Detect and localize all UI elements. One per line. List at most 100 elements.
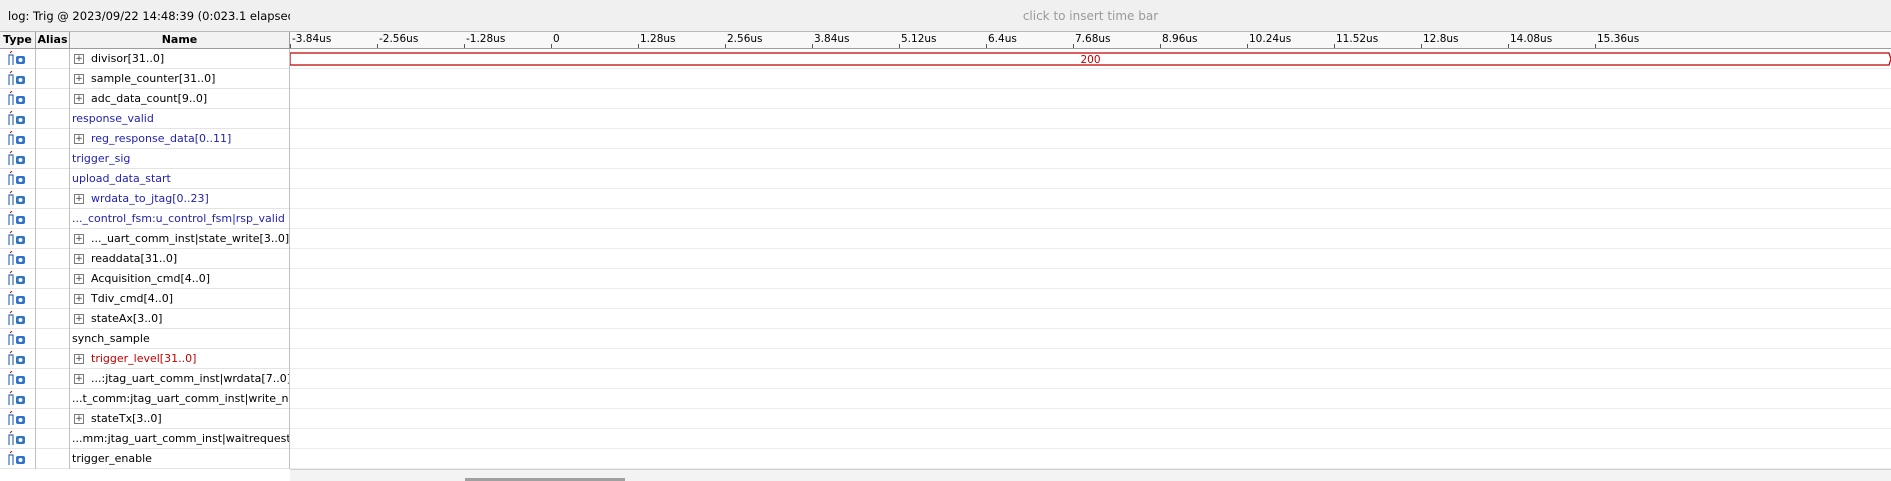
signal-row[interactable]: trigger_enable <box>0 449 290 469</box>
signal-alias-cell <box>36 309 70 329</box>
plus-expand-icon[interactable]: + <box>74 234 84 244</box>
signal-name-cell[interactable]: + sample_counter[31..0] <box>70 69 290 89</box>
time-ruler-label: 0 <box>553 33 560 45</box>
signal-type-icon <box>8 370 26 387</box>
signal-alias-cell <box>36 449 70 469</box>
scrollbar-thumb[interactable] <box>465 478 625 481</box>
signal-name-cell[interactable]: + Acquisition_cmd[4..0] <box>70 269 290 289</box>
signal-row[interactable]: + readdata[31..0] <box>0 249 290 269</box>
signal-row[interactable]: response_valid <box>0 109 290 129</box>
signal-name-cell[interactable]: upload_data_start <box>70 169 290 189</box>
time-ruler-label: 5.12us <box>901 33 937 45</box>
signal-alias-cell <box>36 349 70 369</box>
signal-alias-cell <box>36 329 70 349</box>
time-ruler-label: 2.56us <box>727 33 763 45</box>
signal-name-cell[interactable]: + stateAx[3..0] <box>70 309 290 329</box>
signal-alias-cell <box>36 89 70 109</box>
signal-name-cell[interactable]: trigger_sig <box>70 149 290 169</box>
time-ruler[interactable]: -3.84us -2.56us -1.28us 0 1.28us 2.56us 3.84us… <box>290 32 1891 49</box>
signal-name-cell[interactable]: synch_sample <box>70 329 290 349</box>
time-ruler-label: -1.28us <box>466 33 506 45</box>
time-ruler-tick <box>1073 44 1074 48</box>
signal-row[interactable]: trigger_sig <box>0 149 290 169</box>
signal-name-cell[interactable]: ..._control_fsm:u_control_fsm|rsp_valid <box>70 209 290 229</box>
time-ruler-label: 11.52us <box>1336 33 1379 45</box>
signal-row[interactable]: + divisor[31..0] <box>0 49 290 69</box>
signal-name-cell[interactable]: + ...:jtag_uart_comm_inst|wrdata[7..0] <box>70 369 290 389</box>
signal-type-cell <box>0 209 36 229</box>
signal-type-cell <box>0 429 36 449</box>
signal-row[interactable]: + Tdiv_cmd[4..0] <box>0 289 290 309</box>
signal-row[interactable]: + adc_data_count[9..0] <box>0 89 290 109</box>
signal-name-cell[interactable]: response_valid <box>70 109 290 129</box>
plus-expand-icon[interactable]: + <box>74 314 84 324</box>
signal-name-cell[interactable]: + Tdiv_cmd[4..0] <box>70 289 290 309</box>
signal-row[interactable]: + sample_counter[31..0] <box>0 69 290 89</box>
column-header-name[interactable]: Name <box>70 32 290 49</box>
time-ruler-tick <box>1508 44 1509 48</box>
time-ruler-tick <box>1247 44 1248 48</box>
waveform-display[interactable]: 200 <box>290 49 1891 469</box>
signal-name: readdata[31..0] <box>91 252 178 265</box>
plus-expand-icon[interactable]: + <box>74 274 84 284</box>
waveform-0[interactable]: 200 <box>290 52 1891 66</box>
signal-row[interactable]: synch_sample <box>0 329 290 349</box>
signal-row[interactable]: + trigger_level[31..0] <box>0 349 290 369</box>
signal-name-cell[interactable]: + ..._uart_comm_inst|state_write[3..0] <box>70 229 290 249</box>
time-ruler-label: 10.24us <box>1249 33 1292 45</box>
horizontal-scrollbar[interactable] <box>290 469 1891 481</box>
signal-name-cell[interactable]: + trigger_level[31..0] <box>70 349 290 369</box>
signal-row[interactable]: + wrdata_to_jtag[0..23] <box>0 189 290 209</box>
signal-row[interactable]: ..._control_fsm:u_control_fsm|rsp_valid <box>0 209 290 229</box>
plus-expand-icon[interactable]: + <box>74 94 84 104</box>
signal-name-cell[interactable]: + divisor[31..0] <box>70 49 290 69</box>
signal-name-cell[interactable]: + reg_response_data[0..11] <box>70 129 290 149</box>
signal-row[interactable]: ...t_comm:jtag_uart_comm_inst|write_n <box>0 389 290 409</box>
signal-type-cell <box>0 349 36 369</box>
time-ruler-tick <box>1421 44 1422 48</box>
signal-name-cell[interactable]: + readdata[31..0] <box>70 249 290 269</box>
signal-alias-cell <box>36 249 70 269</box>
signal-row[interactable]: + stateTx[3..0] <box>0 409 290 429</box>
signal-name-cell[interactable]: + adc_data_count[9..0] <box>70 89 290 109</box>
plus-expand-icon[interactable]: + <box>74 414 84 424</box>
signal-name: ...:jtag_uart_comm_inst|wrdata[7..0] <box>91 372 290 385</box>
plus-expand-icon[interactable]: + <box>74 54 84 64</box>
signal-row[interactable]: upload_data_start <box>0 169 290 189</box>
signal-row[interactable]: ...mm:jtag_uart_comm_inst|waitrequest <box>0 429 290 449</box>
signal-type-icon <box>8 390 26 407</box>
time-ruler-label: -3.84us <box>292 33 332 45</box>
signal-name-cell[interactable]: + stateTx[3..0] <box>70 409 290 429</box>
signal-name-cell[interactable]: ...t_comm:jtag_uart_comm_inst|write_n <box>70 389 290 409</box>
signal-type-icon <box>8 330 26 347</box>
plus-expand-icon[interactable]: + <box>74 134 84 144</box>
signal-type-cell <box>0 189 36 209</box>
signal-type-cell <box>0 269 36 289</box>
time-ruler-label: 8.96us <box>1162 33 1198 45</box>
signal-name-cell[interactable]: + wrdata_to_jtag[0..23] <box>70 189 290 209</box>
signal-name: reg_response_data[0..11] <box>91 132 232 145</box>
plus-expand-icon[interactable]: + <box>74 74 84 84</box>
signal-row[interactable]: + stateAx[3..0] <box>0 309 290 329</box>
signal-type-cell <box>0 49 36 69</box>
column-header-type[interactable]: Type <box>0 32 36 49</box>
column-header-alias[interactable]: Alias <box>36 32 70 49</box>
plus-expand-icon[interactable]: + <box>74 354 84 364</box>
signal-type-icon <box>8 290 26 307</box>
signal-row[interactable]: + ..._uart_comm_inst|state_write[3..0] <box>0 229 290 249</box>
insert-time-bar-area[interactable]: click to insert time bar <box>1022 9 1159 23</box>
signal-name-cell[interactable]: ...mm:jtag_uart_comm_inst|waitrequest <box>70 429 290 449</box>
plus-expand-icon[interactable]: + <box>74 294 84 304</box>
plus-expand-icon[interactable]: + <box>74 254 84 264</box>
signal-row[interactable]: + ...:jtag_uart_comm_inst|wrdata[7..0] <box>0 369 290 389</box>
signal-type-cell <box>0 329 36 349</box>
signal-type-icon <box>8 410 26 427</box>
signal-name-cell[interactable]: trigger_enable <box>70 449 290 469</box>
signal-row[interactable]: + reg_response_data[0..11] <box>0 129 290 149</box>
signal-name: stateTx[3..0] <box>91 412 162 425</box>
signal-type-icon <box>8 190 26 207</box>
plus-expand-icon[interactable]: + <box>74 374 84 384</box>
plus-expand-icon[interactable]: + <box>74 194 84 204</box>
time-ruler-tick <box>812 44 813 48</box>
signal-row[interactable]: + Acquisition_cmd[4..0] <box>0 269 290 289</box>
